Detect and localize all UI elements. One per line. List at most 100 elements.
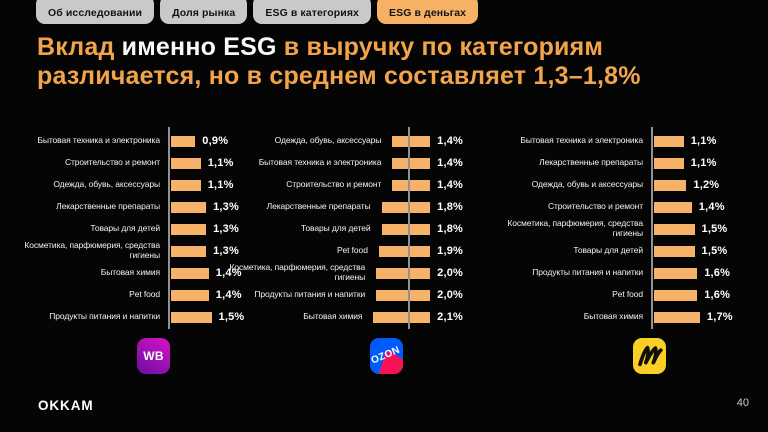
value-label: 1,4% (698, 201, 725, 213)
value-label: 1,9% (437, 245, 463, 257)
category-label: Косметика, парфюмерия, средства гигиены (229, 262, 366, 282)
bar (378, 245, 431, 257)
bar (171, 289, 209, 301)
category-label: Бытовая химия (303, 311, 363, 322)
category-label: Бытовая техника и электроника (520, 135, 643, 146)
category-label: Продукты питания и напитки (532, 267, 643, 278)
bar (171, 223, 207, 235)
value-label: 1,6% (704, 267, 731, 279)
chart-row: Продукты питания и напитки 2,0% (213, 284, 463, 306)
bar (654, 223, 695, 235)
category-label: Товары для детей (573, 245, 643, 256)
value-label: 2,0% (437, 289, 463, 301)
chart-row: Бытовая химия 1,4% (18, 262, 268, 284)
bar (654, 267, 698, 279)
bar (392, 157, 431, 169)
category-label: Товары для детей (300, 223, 371, 234)
value-label: 1,4% (215, 289, 242, 301)
bar (654, 179, 687, 191)
category-label: Лекарственные препараты (539, 157, 643, 168)
bar (171, 135, 196, 147)
value-label: 1,2% (693, 179, 720, 191)
bar (171, 267, 209, 279)
value-label: 0,9% (202, 135, 229, 147)
category-label: Pet food (336, 245, 368, 256)
chart-row: Бытовая техника и электроника 1,4% (213, 152, 463, 174)
value-label: 1,1% (690, 135, 717, 147)
tab-esg-money[interactable]: ESG в деньгах (376, 0, 479, 24)
slide-title: Вклад именно ESG в выручку по категориям… (37, 33, 737, 92)
value-label: 1,7% (706, 311, 733, 323)
value-label: 1,6% (704, 289, 731, 301)
bar (171, 179, 201, 191)
category-label: Лекарственные препараты (56, 201, 160, 212)
bar (654, 157, 684, 169)
category-label: Строительство и ремонт (64, 157, 160, 168)
category-label: Продукты питания и напитки (254, 289, 366, 300)
chart-row: Строительство и ремонт 1,4% (213, 174, 463, 196)
bar (654, 245, 695, 257)
chart-row: Бытовая химия 1,7% (501, 306, 751, 328)
wb-logo-text: WB (143, 349, 164, 363)
chart-row: Pet food 1,6% (501, 284, 751, 306)
title-segment: в выручку по категориям (276, 33, 604, 61)
category-label: Строительство и ремонт (286, 179, 382, 190)
category-label: Косметика, парфюмерия, средства гигиены (507, 218, 643, 238)
chart-wildberries: Бытовая техника и электроника 0,9% Строите… (18, 127, 268, 329)
category-label: Одежда, обувь, аксессуары (53, 179, 160, 190)
category-label: Бытовая техника и электроника (258, 157, 382, 168)
bar (171, 157, 201, 169)
value-label: 1,5% (701, 223, 728, 235)
chart-row: Лекарственные препараты 1,3% (18, 196, 268, 218)
tab-about-research[interactable]: Об исследовании (36, 0, 155, 24)
category-label: Бытовая химия (583, 311, 643, 322)
value-label: 1,4% (437, 135, 463, 147)
category-label: Косметика, парфюмерия, средства гигиены (24, 240, 160, 260)
wildberries-logo: WB (137, 338, 170, 374)
value-label: 1,4% (437, 157, 463, 169)
value-label: 1,3% (213, 245, 239, 257)
bar (381, 223, 431, 235)
bar (381, 201, 431, 213)
value-label: 1,5% (218, 311, 245, 323)
bar (654, 311, 700, 323)
title-segment: различается, но в среднем составляет 1,3… (37, 62, 641, 91)
category-label: Бытовая техника и электроника (37, 135, 160, 146)
bar (376, 289, 431, 301)
chart-row: Продукты питания и напитки 1,6% (501, 262, 751, 284)
value-label: 1,8% (437, 201, 463, 213)
chart-row: Одежда, обувь и аксессуары 1,2% (501, 174, 751, 196)
chart-row: Строительство и ремонт 1,4% (501, 196, 751, 218)
yandex-market-m-icon (637, 345, 663, 367)
bar (373, 311, 431, 323)
category-label: Лекарственные препараты (266, 201, 371, 212)
chart-row: Бытовая химия 2,1% (213, 306, 463, 328)
bar (654, 135, 684, 147)
chart-row: Лекарственные препараты 1,8% (213, 196, 463, 218)
category-label: Продукты питания и напитки (49, 311, 160, 322)
bar (171, 245, 207, 257)
chart-row: Товары для детей 1,5% (501, 240, 751, 262)
chart-row: Pet food 1,4% (18, 284, 268, 306)
category-label: Строительство и ремонт (547, 201, 643, 212)
chart-row: Товары для детей 1,3% (18, 218, 268, 240)
value-label: 1,8% (437, 223, 463, 235)
bar (171, 201, 207, 213)
value-label: 1,4% (437, 179, 463, 191)
value-label: 1,1% (207, 157, 234, 169)
chart-row: Pet food 1,9% (213, 240, 463, 262)
bar (654, 289, 698, 301)
chart-row: Лекарственные препараты 1,1% (501, 152, 751, 174)
bar (392, 179, 431, 191)
chart-row: Косметика, парфюмерия, средства гигиены 1… (18, 240, 268, 262)
value-label: 2,1% (437, 311, 463, 323)
chart-row: Продукты питания и напитки 1,5% (18, 306, 268, 328)
value-label: 1,1% (690, 157, 717, 169)
value-label: 1,4% (215, 267, 242, 279)
page-number: 40 (736, 397, 749, 409)
value-label: 2,0% (437, 267, 463, 279)
value-label: 1,3% (213, 201, 239, 213)
chart-row: Товары для детей 1,8% (213, 218, 463, 240)
tab-market-share[interactable]: Доля рынка (160, 0, 248, 24)
tab-esg-categories[interactable]: ESG в категориях (253, 0, 371, 24)
